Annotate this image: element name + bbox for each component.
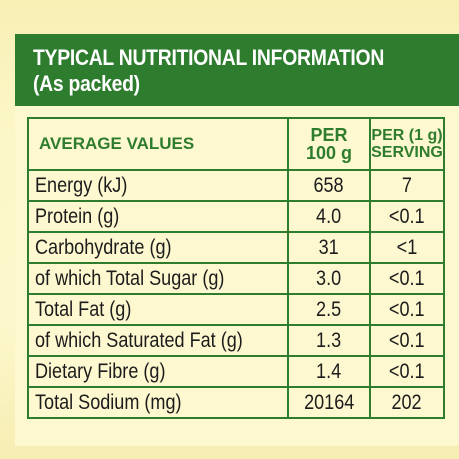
row-per-serving: <0.1: [389, 204, 425, 228]
row-per-serving-cell: <1: [369, 231, 445, 264]
header-average-values: AVERAGE VALUES: [27, 117, 289, 171]
row-per-100g: 658: [313, 173, 345, 197]
row-per-100g: 3.0: [316, 266, 342, 290]
row-per-100g-cell: 31: [287, 231, 371, 264]
header-per-serving-line2: SERVING: [371, 144, 443, 161]
header-per-serving-line1: PER (1 g): [371, 127, 443, 144]
table-row: Total Sodium (mg) 20164 202: [27, 386, 445, 419]
row-label-cell: of which Total Sugar (g): [27, 262, 289, 295]
row-per-serving: 202: [391, 390, 423, 414]
row-label-cell: Protein (g): [27, 200, 289, 233]
row-per-serving-cell: <0.1: [369, 355, 445, 388]
row-label: of which Saturated Fat (g): [35, 328, 243, 352]
table-row: of which Saturated Fat (g) 1.3 <0.1: [27, 324, 445, 357]
row-per-serving: 7: [401, 173, 413, 197]
row-per-serving-cell: 7: [369, 169, 445, 202]
row-label-cell: Dietary Fibre (g): [27, 355, 289, 388]
table-row: Carbohydrate (g) 31 <1: [27, 231, 445, 264]
row-per-serving: <0.1: [389, 297, 425, 321]
row-per-100g-cell: 1.3: [287, 324, 371, 357]
row-label-cell: Total Sodium (mg): [27, 386, 289, 419]
row-per-100g: 31: [318, 235, 340, 259]
row-per-serving: <1: [396, 235, 418, 259]
row-per-100g: 1.3: [316, 328, 342, 352]
nutrition-header-banner: TYPICAL NUTRITIONAL INFORMATION (As pack…: [15, 34, 459, 106]
row-per-serving: <0.1: [389, 266, 425, 290]
row-per-100g-cell: 1.4: [287, 355, 371, 388]
row-per-100g: 4.0: [316, 204, 342, 228]
row-per-100g-cell: 2.5: [287, 293, 371, 326]
row-per-serving: <0.1: [389, 328, 425, 352]
row-per-serving-cell: 202: [369, 386, 445, 419]
row-per-100g-cell: 3.0: [287, 262, 371, 295]
row-label-cell: Energy (kJ): [27, 169, 289, 202]
table-header-row: AVERAGE VALUES PER 100 g PER (1 g) SERVI…: [27, 117, 445, 171]
row-per-serving-cell: <0.1: [369, 324, 445, 357]
row-per-serving-cell: <0.1: [369, 200, 445, 233]
table-row: of which Total Sugar (g) 3.0 <0.1: [27, 262, 445, 295]
table-row: Total Fat (g) 2.5 <0.1: [27, 293, 445, 326]
nutrition-title: TYPICAL NUTRITIONAL INFORMATION: [33, 45, 385, 70]
row-label-cell: of which Saturated Fat (g): [27, 324, 289, 357]
row-per-100g-cell: 20164: [287, 386, 371, 419]
row-label: Energy (kJ): [35, 173, 128, 197]
row-label: Dietary Fibre (g): [35, 359, 166, 383]
row-per-100g-cell: 4.0: [287, 200, 371, 233]
table-row: Energy (kJ) 658 7: [27, 169, 445, 202]
row-per-100g: 1.4: [316, 359, 342, 383]
row-per-serving: <0.1: [389, 359, 425, 383]
row-label: Total Sodium (mg): [35, 390, 182, 414]
table-row: Protein (g) 4.0 <0.1: [27, 200, 445, 233]
row-per-serving-cell: <0.1: [369, 262, 445, 295]
row-label: Protein (g): [35, 204, 120, 228]
row-label: of which Total Sugar (g): [35, 266, 225, 290]
row-label-cell: Carbohydrate (g): [27, 231, 289, 264]
nutrition-table: AVERAGE VALUES PER 100 g PER (1 g) SERVI…: [27, 117, 445, 419]
row-per-100g: 20164: [303, 390, 355, 414]
header-per-100g-line2: 100 g: [305, 143, 353, 163]
row-per-serving-cell: <0.1: [369, 293, 445, 326]
header-per-serving: PER (1 g) SERVING: [369, 117, 445, 171]
header-average-values-label: AVERAGE VALUES: [39, 134, 195, 153]
header-per-100g-line1: PER: [310, 125, 348, 145]
table-row: Dietary Fibre (g) 1.4 <0.1: [27, 355, 445, 388]
nutrition-subtitle: (As packed): [33, 71, 140, 96]
row-per-100g-cell: 658: [287, 169, 371, 202]
row-per-100g: 2.5: [316, 297, 342, 321]
row-label: Total Fat (g): [35, 297, 132, 321]
row-label: Carbohydrate (g): [35, 235, 172, 259]
row-label-cell: Total Fat (g): [27, 293, 289, 326]
header-per-100g: PER 100 g: [287, 117, 371, 171]
